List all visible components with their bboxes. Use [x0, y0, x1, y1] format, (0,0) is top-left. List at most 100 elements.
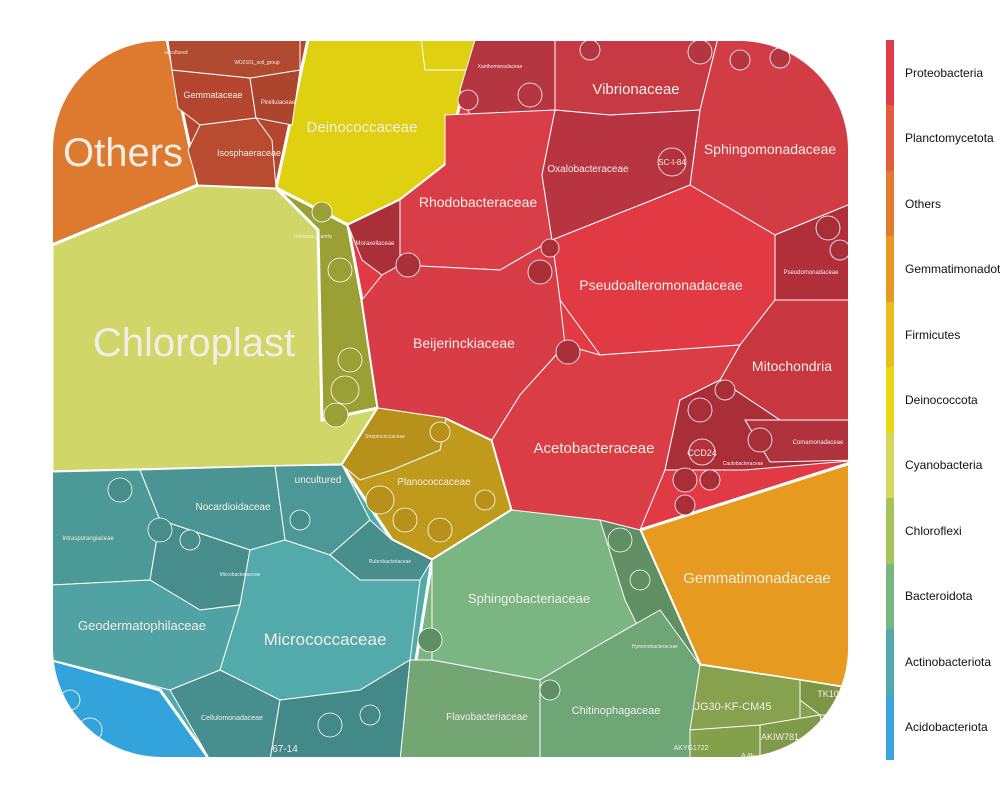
- label-planococcaceae: Planococcaceae: [397, 477, 471, 488]
- cell-small-2: [556, 340, 580, 364]
- label-pseudoalteromonadaceae: Pseudoalteromonadaceae: [579, 277, 743, 293]
- label-microbacteriaceae: Microbacteriaceae: [220, 572, 261, 578]
- label-rhodobacteraceae: Rhodobacteraceae: [419, 194, 538, 210]
- label-pseudomonadaceae: Pseudomonadaceae: [783, 270, 839, 276]
- legend-swatch: [886, 40, 894, 105]
- label-intrasporangiaceae: Intrasporangiaceae: [62, 536, 114, 542]
- label-pirellulaceae: Pirellulaceae: [261, 100, 296, 106]
- label-cellulomonadaceae: Cellulomonadaceae: [201, 715, 263, 722]
- label-uncultured-actino: uncultured: [295, 475, 342, 486]
- legend-label: Firmicutes: [905, 328, 960, 342]
- legend-swatch: [886, 367, 894, 432]
- legend-swatch: [886, 564, 894, 629]
- label-sphingomonadaceae: Sphingomonadaceae: [704, 141, 837, 157]
- cell-small-26: [428, 518, 452, 542]
- legend-label: Proteobacteria: [905, 66, 983, 80]
- cell-small-19: [328, 258, 352, 282]
- legend-swatch: [886, 236, 894, 301]
- label-akyg1722: AKYG1722: [673, 745, 708, 752]
- label-oxalobacteraceae: Oxalobacteraceae: [547, 164, 629, 175]
- cell-small-21: [324, 403, 348, 427]
- legend-label: Others: [905, 197, 941, 211]
- label-akiw781: AKIW781: [761, 732, 799, 742]
- legend-swatch: [886, 433, 894, 498]
- cell-small-16: [688, 40, 712, 64]
- label-others: Others: [63, 131, 183, 175]
- cell-small-24: [366, 486, 394, 514]
- legend-label: Acidobacteriota: [905, 720, 988, 734]
- legend-swatch: [886, 302, 894, 367]
- cell-small-27: [475, 490, 495, 510]
- cell-small-32: [540, 680, 560, 700]
- label-wd2101: WD2101_soil_group: [234, 60, 280, 66]
- cell-small-25: [393, 508, 417, 532]
- label-chloroplast: Chloroplast: [93, 321, 295, 365]
- cell-small-20: [331, 376, 359, 404]
- label-67-14: 67-14: [272, 744, 298, 755]
- label-caulobacteraceae: Caulobacteraceae: [723, 461, 764, 467]
- cell-small-36: [290, 510, 310, 530]
- cell-small-6: [715, 380, 735, 400]
- cell-small-4: [541, 239, 559, 257]
- cell-small-12: [830, 240, 850, 260]
- cell-small-17: [730, 50, 750, 70]
- cell-small-7: [673, 468, 697, 492]
- legend-label: Planctomycetota: [905, 131, 994, 145]
- cell-small-10: [748, 428, 772, 452]
- label-rubrobacteriaceae: Rubrobacteriaceae: [369, 559, 411, 565]
- label-sc-i-84: SC-I-84: [658, 158, 686, 167]
- label-mitochondria: Mitochondria: [752, 358, 832, 374]
- label-isosphaeraceae: Isosphaeraceae: [217, 148, 281, 158]
- label-vibrionaceae: Vibrionaceae: [592, 81, 679, 98]
- cell-small-11: [816, 216, 840, 240]
- legend-swatch: [886, 695, 894, 760]
- label-flavobacteriaceae: Flavobacteriaceae: [446, 712, 528, 723]
- label-beijerinckiaceae: Beijerinckiaceae: [413, 335, 515, 351]
- cell-small-34: [148, 518, 172, 542]
- cell-small-33: [108, 478, 132, 502]
- label-nocardioidaceae: Nocardioidaceae: [195, 502, 270, 513]
- label-gemmataceae: Gemmataceae: [183, 90, 242, 100]
- cell-small-13: [518, 83, 542, 107]
- legend-label: Actinobacteriota: [905, 655, 991, 669]
- legend-label: Cyanobacteria: [905, 458, 982, 472]
- label-jg30: JG30-KF-CM45: [694, 701, 771, 713]
- label-deinococcaceae: Deinococcaceae: [307, 119, 418, 136]
- cell-intrasporangiaceae: [52, 470, 160, 585]
- legend-swatch: [886, 171, 894, 236]
- cell-small-14: [458, 90, 478, 110]
- cell-small-5: [688, 398, 712, 422]
- cell-small-3: [396, 253, 420, 277]
- label-comamonadaceae: Comamonadaceae: [793, 440, 844, 446]
- label-micrococcaceae: Micrococcaceae: [264, 630, 387, 649]
- cell-small-29: [608, 528, 632, 552]
- label-sphingobacteriaceae: Sphingobacteriaceae: [468, 591, 590, 606]
- label-unknown-family: Unknown_Family: [294, 234, 333, 240]
- legend-label: Chloroflexi: [905, 524, 962, 538]
- cell-small-8: [700, 470, 720, 490]
- label-acetobacteraceae: Acetobacteraceae: [534, 440, 655, 457]
- legend-swatch: [886, 629, 894, 694]
- legend-label: Deinococcota: [905, 393, 978, 407]
- cell-small-23: [312, 202, 332, 222]
- label-gemmatimonadaceae: Gemmatimonadaceae: [683, 570, 831, 587]
- label-ccd24: CCD24: [687, 448, 717, 458]
- legend-label: Bacteroidota: [905, 589, 972, 603]
- cell-small-15: [580, 40, 600, 60]
- label-hymenobacteraceae: Hymenobacteraceae: [632, 644, 678, 650]
- cell-small-28: [430, 422, 450, 442]
- label-chitinophagaceae: Chitinophagaceae: [572, 705, 661, 717]
- legend-swatch: [886, 105, 894, 170]
- label-xanthomonadaceae: Xanthomonadaceae: [478, 64, 523, 70]
- cell-small-35: [180, 530, 200, 550]
- label-streptococcaceae: Streptococcaceae: [365, 434, 405, 440]
- cell-small-22: [338, 348, 362, 372]
- cell-small-38: [360, 705, 380, 725]
- label-moraxellaceae: Moraxellaceae: [355, 241, 395, 247]
- legend-label: Gemmatimonadota: [905, 262, 1000, 276]
- cell-small-31: [418, 628, 442, 652]
- cell-small-1: [528, 260, 552, 284]
- cell-pirellulaceae: [250, 70, 300, 125]
- cell-small-30: [630, 570, 650, 590]
- legend-swatch: [886, 498, 894, 563]
